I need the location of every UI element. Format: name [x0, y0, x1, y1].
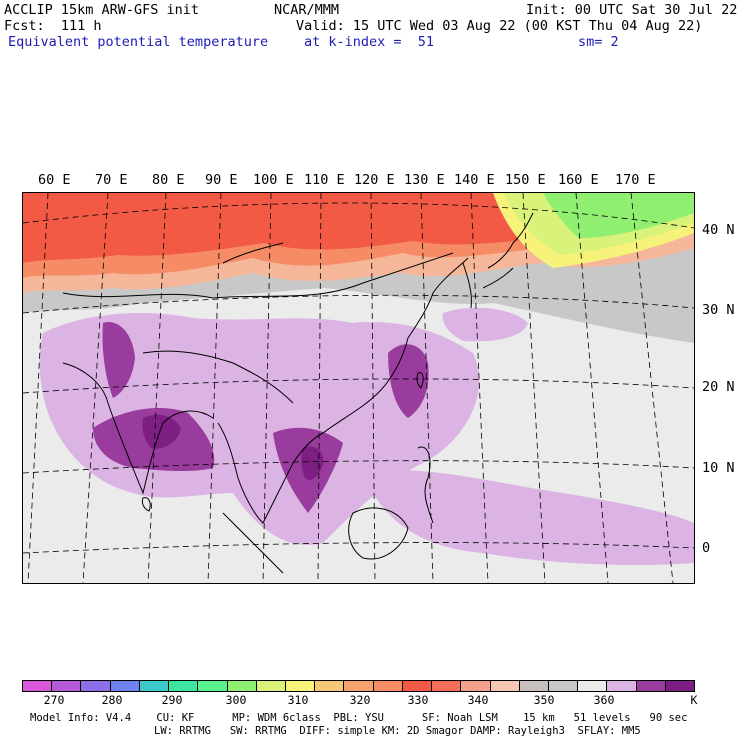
china-coastline — [322, 257, 469, 434]
colorbar-swatch — [227, 681, 257, 691]
level-index: at k-index = 51 — [304, 34, 435, 50]
lon-label: 160 E — [558, 172, 599, 188]
colorbar-swatch — [285, 681, 316, 691]
lon-label: 140 E — [454, 172, 495, 188]
theta-e-field — [23, 193, 694, 583]
lat-label: 20 N — [702, 379, 735, 395]
init-time: Init: 00 UTC Sat 30 Jul 22 — [526, 2, 738, 18]
colorbar-tick: 350 — [533, 693, 555, 707]
lon-line — [630, 193, 674, 583]
colorbar-swatch — [139, 681, 170, 691]
smoothing-label: sm= 2 — [578, 34, 619, 50]
colorbar-swatch — [344, 681, 374, 691]
colorbar-swatch — [256, 681, 286, 691]
map-panel — [22, 192, 695, 584]
indochina-coastline — [217, 422, 324, 524]
colorbar-swatch — [169, 681, 199, 691]
colorbar-swatch — [607, 681, 637, 691]
philippines-coastline — [417, 446, 434, 524]
colorbar-tick: 290 — [161, 693, 183, 707]
colorbar-unit: K — [690, 693, 698, 707]
colorbar-swatch — [432, 681, 462, 691]
border-lines — [62, 242, 454, 404]
dark-purple-region — [142, 414, 181, 449]
model-info-line2: LW: RRTMG SW: RRTMG DIFF: simple KM: 2D … — [154, 725, 641, 737]
lon-label: 150 E — [505, 172, 546, 188]
lon-line — [147, 193, 167, 583]
institution-label: NCAR/MMM — [274, 2, 340, 18]
japan-coastline — [482, 212, 534, 289]
colorbar-swatch — [461, 681, 491, 691]
light-purple-region — [442, 307, 528, 342]
colorbar-tick: 270 — [43, 693, 65, 707]
lon-label: 170 E — [615, 172, 656, 188]
lon-line — [420, 193, 434, 583]
lon-line — [82, 193, 109, 583]
forecast-hour: Fcst: 111 h — [4, 18, 102, 34]
lon-label: 90 E — [205, 172, 238, 188]
colorbar-tick: 310 — [287, 693, 309, 707]
purple-region — [388, 344, 429, 418]
colorbar-tick: 320 — [349, 693, 371, 707]
lon-line — [370, 193, 376, 583]
lon-line — [262, 193, 272, 583]
lon-label: 80 E — [152, 172, 185, 188]
lat-label: 40 N — [702, 222, 735, 238]
coastlines — [62, 212, 534, 574]
borneo-coastline — [348, 507, 409, 560]
colorbar-swatch — [548, 681, 579, 691]
colorbar-swatch — [110, 681, 140, 691]
colorbar — [22, 680, 695, 692]
sri-lanka-coastline — [141, 497, 151, 512]
colorbar-tick: 280 — [101, 693, 123, 707]
lon-line — [207, 193, 222, 583]
colorbar-swatch — [52, 681, 82, 691]
lon-line — [470, 193, 489, 583]
colorbar-tick: 340 — [467, 693, 489, 707]
korea-coastline — [462, 262, 472, 309]
lon-line — [575, 193, 609, 583]
india-coastline — [62, 362, 214, 495]
colorbar-swatch — [373, 681, 403, 691]
lat-label: 0 — [702, 540, 711, 556]
lon-label: 130 E — [404, 172, 445, 188]
lon-line — [317, 193, 322, 583]
colorbar-swatch — [81, 681, 111, 691]
model-info-line1: Model Info: V4.4 CU: KF MP: WDM 6class P… — [30, 712, 688, 724]
lon-label: 60 E — [38, 172, 71, 188]
colorbar-swatch — [198, 681, 228, 691]
colorbar-tick: 300 — [225, 693, 247, 707]
graticule — [23, 193, 694, 583]
colorbar-tick: 330 — [407, 693, 429, 707]
light-purple-region — [363, 470, 694, 565]
colorbar-swatch — [315, 681, 345, 691]
lat-label: 10 N — [702, 460, 735, 476]
colorbar-swatch — [402, 681, 433, 691]
sumatra-coastline — [222, 512, 284, 574]
colorbar-swatch — [519, 681, 549, 691]
field-name: Equivalent potential temperature — [8, 34, 269, 50]
lon-label: 100 E — [253, 172, 294, 188]
colorbar-swatch — [23, 681, 53, 691]
colorbar-swatch — [490, 681, 520, 691]
green-region — [543, 193, 694, 238]
lon-label: 120 E — [354, 172, 395, 188]
purple-region — [102, 322, 135, 398]
colorbar-swatch — [578, 681, 608, 691]
lon-label: 70 E — [95, 172, 128, 188]
lon-label: 110 E — [304, 172, 345, 188]
valid-time: Valid: 15 UTC Wed 03 Aug 22 (00 KST Thu … — [296, 18, 703, 34]
lon-line — [522, 193, 546, 583]
model-title: ACCLIP 15km ARW-GFS init — [4, 2, 200, 18]
lon-line — [27, 193, 49, 583]
colorbar-swatch — [665, 681, 695, 691]
lat-label: 30 N — [702, 302, 735, 318]
colorbar-swatch — [636, 681, 666, 691]
taiwan-coastline — [416, 372, 424, 389]
colorbar-tick: 360 — [593, 693, 615, 707]
dark-purple-region — [301, 446, 324, 480]
